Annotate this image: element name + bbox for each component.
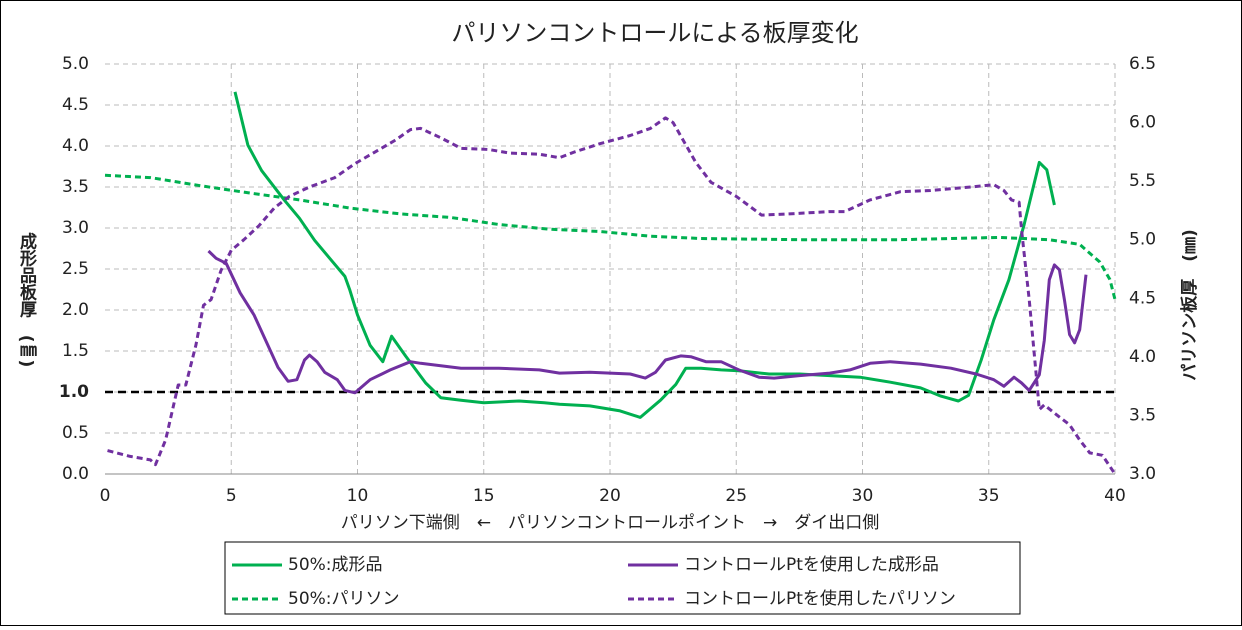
x-tick-label: 25 — [725, 486, 747, 506]
y-axis-label: 成形品板厚 (㎜) — [16, 232, 37, 368]
legend-label: コントロールPtを使用した成形品 — [684, 554, 939, 575]
y-tick-label: 4.0 — [62, 136, 89, 156]
y-tick-label: 3.5 — [62, 177, 89, 197]
y-tick-label: 2.0 — [62, 300, 89, 320]
y-tick-label: 1.0 — [59, 382, 89, 402]
y2-axis-label: パリソン板厚 (㎜) — [1179, 229, 1200, 381]
y-tick-label: 5.0 — [62, 54, 89, 74]
y-tick-label: 2.5 — [62, 259, 89, 279]
legend-box — [224, 541, 1021, 615]
legend-label: 50%:パリソン — [288, 589, 400, 609]
y-tick-label: 1.5 — [62, 341, 89, 361]
legend-label: 50%:成形品 — [288, 555, 383, 575]
y-tick-label: 0.5 — [62, 423, 89, 443]
x-tick-label: 40 — [1104, 486, 1126, 506]
y2-tick-label: 3.0 — [1129, 464, 1156, 484]
y-tick-label: 3.0 — [62, 218, 89, 238]
x-tick-label: 15 — [473, 486, 495, 506]
data-line — [107, 116, 1117, 475]
y2-tick-label: 4.0 — [1129, 347, 1156, 367]
y-tick-label: 4.5 — [62, 95, 89, 115]
y2-tick-label: 6.5 — [1129, 54, 1156, 74]
y2-tick-label: 5.5 — [1129, 171, 1156, 191]
data-line — [104, 173, 1117, 300]
x-tick-label: 30 — [852, 486, 874, 506]
chart-title: パリソンコントロールによる板厚変化 — [451, 19, 858, 47]
x-tick-label: 20 — [599, 486, 621, 506]
data-line — [207, 249, 1088, 395]
y2-tick-label: 4.5 — [1129, 288, 1156, 308]
y2-tick-label: 5.0 — [1129, 230, 1156, 250]
y2-tick-label: 6.0 — [1129, 113, 1156, 133]
data-line — [233, 91, 1056, 419]
x-tick-label: 0 — [100, 486, 111, 506]
y-tick-label: 0.0 — [62, 464, 89, 484]
x-axis-label: パリソン下端側 ← パリソンコントロールポイント → ダイ出口側 — [341, 513, 880, 533]
y2-tick-label: 3.5 — [1129, 405, 1156, 425]
x-tick-label: 5 — [226, 486, 237, 506]
legend-label: コントロールPtを使用したパリソン — [684, 588, 956, 609]
x-tick-label: 10 — [347, 486, 369, 506]
x-tick-label: 35 — [978, 486, 1000, 506]
